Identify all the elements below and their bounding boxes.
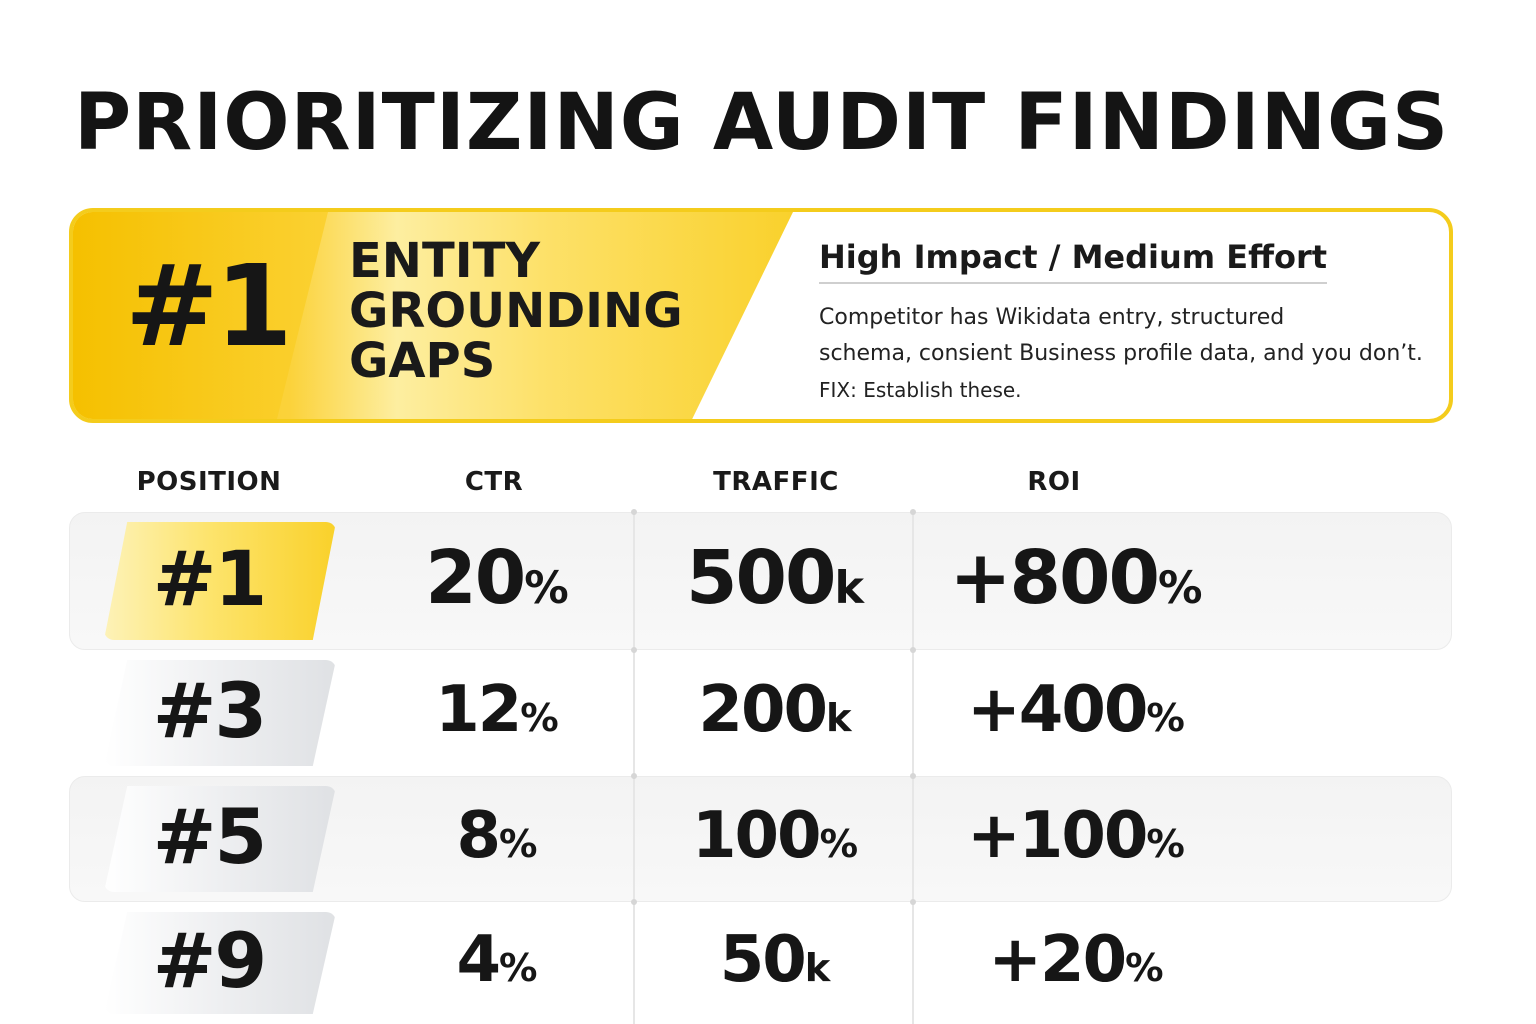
roi-cell-unit: % <box>1146 822 1185 868</box>
column-divider <box>633 512 635 1024</box>
traffic-cell-value: 100 <box>691 799 822 874</box>
divider-dot <box>910 647 916 653</box>
ctr-cell-value: 4 <box>456 923 502 998</box>
divider-dot <box>631 509 637 515</box>
ctr-cell: 8% <box>457 799 538 873</box>
position-cell: #5 <box>152 791 268 881</box>
traffic-cell: 200k <box>698 673 851 747</box>
card-rank-band <box>73 212 328 419</box>
traffic-cell: 500k <box>686 535 864 621</box>
roi-cell: +20% <box>988 923 1163 997</box>
roi-cell-unit: % <box>1125 946 1164 992</box>
traffic-cell-unit: k <box>834 563 864 615</box>
featured-description: Competitor has Wikidata entry, structure… <box>819 300 1423 408</box>
featured-heading-line: ENTITY <box>349 233 541 289</box>
traffic-cell: 100% <box>692 799 858 873</box>
ctr-cell-value: 20 <box>425 535 526 622</box>
featured-rank: #1 <box>125 242 293 372</box>
position-badge <box>104 786 336 892</box>
impact-label: High Impact / Medium Effort <box>819 238 1328 284</box>
position-cell: #9 <box>152 915 268 1005</box>
ctr-cell: 4% <box>457 923 538 997</box>
position-cell: #1 <box>152 533 268 623</box>
traffic-cell-value: 50 <box>719 923 807 998</box>
position-cell-value: #1 <box>152 533 268 623</box>
roi-cell-value: +20 <box>988 923 1127 998</box>
traffic-cell-unit: k <box>804 946 831 992</box>
position-badge <box>104 660 336 766</box>
roi-cell-value: +400 <box>967 673 1148 748</box>
traffic-cell: 50k <box>720 923 831 997</box>
position-cell-value: #3 <box>152 665 268 755</box>
ctr-cell-value: 12 <box>435 673 522 748</box>
divider-dot <box>910 899 916 905</box>
featured-heading: ENTITY GROUNDING GAPS <box>349 236 683 386</box>
ctr-cell-value: 8 <box>456 799 502 874</box>
ctr-cell: 12% <box>435 673 559 747</box>
fix-text: FIX: Establish these. <box>819 378 1022 402</box>
ctr-cell-unit: % <box>520 696 559 742</box>
header-roi: ROI <box>1027 467 1081 497</box>
roi-cell-unit: % <box>1146 696 1185 742</box>
roi-cell-unit: % <box>1158 563 1203 615</box>
header-ctr: CTR <box>464 467 524 497</box>
traffic-cell-value: 500 <box>686 535 836 622</box>
position-cell: #3 <box>152 665 268 755</box>
traffic-cell-unit: k <box>826 696 852 742</box>
roi-cell-value: +100 <box>967 799 1148 874</box>
page-title: PRIORITIZING AUDIT FINDINGS <box>74 78 1450 168</box>
position-badge <box>104 912 336 1014</box>
featured-heading-line: GROUNDING <box>349 283 683 339</box>
traffic-cell-value: 200 <box>698 673 828 748</box>
header-position: POSITION <box>136 467 282 497</box>
description-line: Competitor has Wikidata entry, structure… <box>819 305 1285 330</box>
ctr-cell-unit: % <box>499 946 538 992</box>
roi-cell-value: +800 <box>949 535 1160 622</box>
roi-cell: +100% <box>967 799 1185 873</box>
divider-dot <box>910 509 916 515</box>
ctr-cell-unit: % <box>499 822 538 868</box>
position-cell-value: #5 <box>152 791 268 881</box>
position-badge <box>104 522 336 640</box>
divider-dot <box>631 899 637 905</box>
featured-heading-line: GAPS <box>349 333 496 389</box>
roi-cell: +400% <box>967 673 1185 747</box>
column-divider <box>912 512 914 1024</box>
roi-cell: +800% <box>950 535 1203 621</box>
position-cell-value: #9 <box>152 915 268 1005</box>
divider-dot <box>910 773 916 779</box>
traffic-cell-unit: % <box>819 822 859 868</box>
divider-dot <box>631 647 637 653</box>
description-line: schema, consient Business profile data, … <box>819 341 1423 366</box>
ctr-cell-unit: % <box>524 563 569 615</box>
featured-finding-card: #1 ENTITY GROUNDING GAPS High Impact / M… <box>69 208 1453 423</box>
divider-dot <box>631 773 637 779</box>
header-traffic: TRAFFIC <box>713 467 839 497</box>
ctr-cell: 20% <box>425 535 568 621</box>
